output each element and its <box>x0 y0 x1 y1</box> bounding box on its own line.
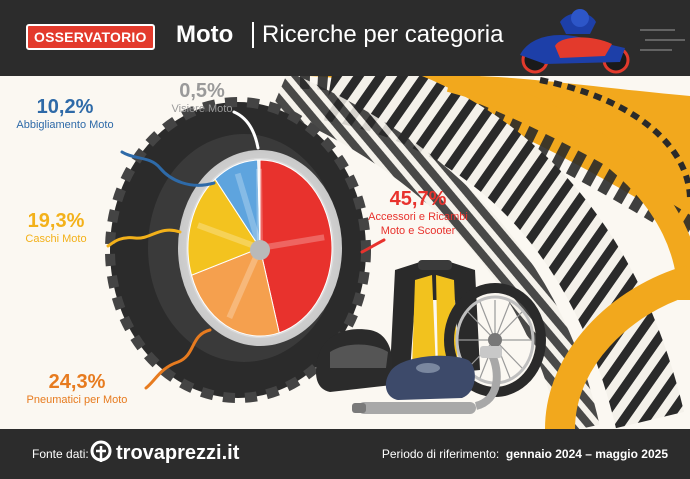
visiere-arrow <box>232 110 260 150</box>
pneumatici-percent: 24,3% <box>48 371 106 393</box>
visiere-name: Visiere Moto <box>171 103 233 115</box>
hub-cap <box>250 240 270 260</box>
pie-slice-4 <box>257 159 261 249</box>
caschi-name: Caschi Moto <box>25 233 87 245</box>
pie-spoke-3 <box>234 172 263 249</box>
fuel-tank-illustration <box>385 355 475 400</box>
accessori-name-line1: Accessori e Ricambi <box>368 211 468 223</box>
brand-name[interactable]: trovaprezzi.it <box>116 442 240 464</box>
abbigliamento-name: Abbigliamento Moto <box>16 119 114 131</box>
abbigliamento-arrow <box>120 150 216 187</box>
pneumatici-name: Pneumatici per Moto <box>26 394 128 406</box>
label-caschi: 19,3% Caschi Moto <box>18 210 94 246</box>
accessori-percent: 45,7% <box>389 188 447 210</box>
pie-chart <box>187 159 333 337</box>
page-title: Ricerche per categoria <box>262 21 504 48</box>
label-visiere: 0,5% Visiere Moto <box>162 80 242 116</box>
pie-spoke-4 <box>255 168 263 249</box>
pie-spoke-1 <box>226 246 263 319</box>
pie-slice-0 <box>259 159 333 334</box>
label-abbigliamento: 10,2% Abbigliamento Moto <box>6 96 124 132</box>
pneumatici-arrow <box>144 328 212 390</box>
helmet-illustration <box>316 329 393 392</box>
accessori-arrow <box>360 238 386 254</box>
pie-slice-1 <box>190 247 280 337</box>
moto-jacket-illustration <box>390 260 480 372</box>
motorcycle-rider-icon <box>520 9 685 74</box>
pie-spoke-2 <box>196 222 262 251</box>
tire-track-stripe <box>272 51 690 434</box>
caschi-percent: 19,3% <box>27 210 85 232</box>
header-bar: OSSERVATORIO Moto Ricerche per categoria <box>0 0 690 76</box>
title-divider <box>252 22 254 48</box>
exhaust-illustration <box>352 346 502 414</box>
reference-period: Periodo di riferimento: gennaio 2024 – m… <box>382 446 668 462</box>
period-label: Periodo di riferimento: <box>381 447 500 461</box>
footer-bar: Fonte dati: trovaprezzi.it Periodo di ri… <box>0 429 690 479</box>
caschi-arrow <box>106 228 182 248</box>
label-connectors <box>106 110 386 390</box>
abbigliamento-percent: 10,2% <box>36 96 94 118</box>
label-pneumatici: 24,3% Pneumatici per Moto <box>16 371 138 407</box>
source-label: Fonte dati: <box>32 447 89 461</box>
visiere-percent: 0,5% <box>179 80 225 102</box>
pie-spoke-0 <box>259 234 325 251</box>
label-accessori: 45,7% Accessori e Ricambi Moto e Scooter <box>358 188 478 238</box>
trovaprezzi-logo-icon <box>90 440 112 462</box>
page-category: Moto <box>176 21 234 48</box>
observatory-badge: OSSERVATORIO <box>26 24 155 50</box>
accessori-name-line2: Moto e Scooter <box>380 225 456 237</box>
period-value: gennaio 2024 – maggio 2025 <box>505 447 668 461</box>
